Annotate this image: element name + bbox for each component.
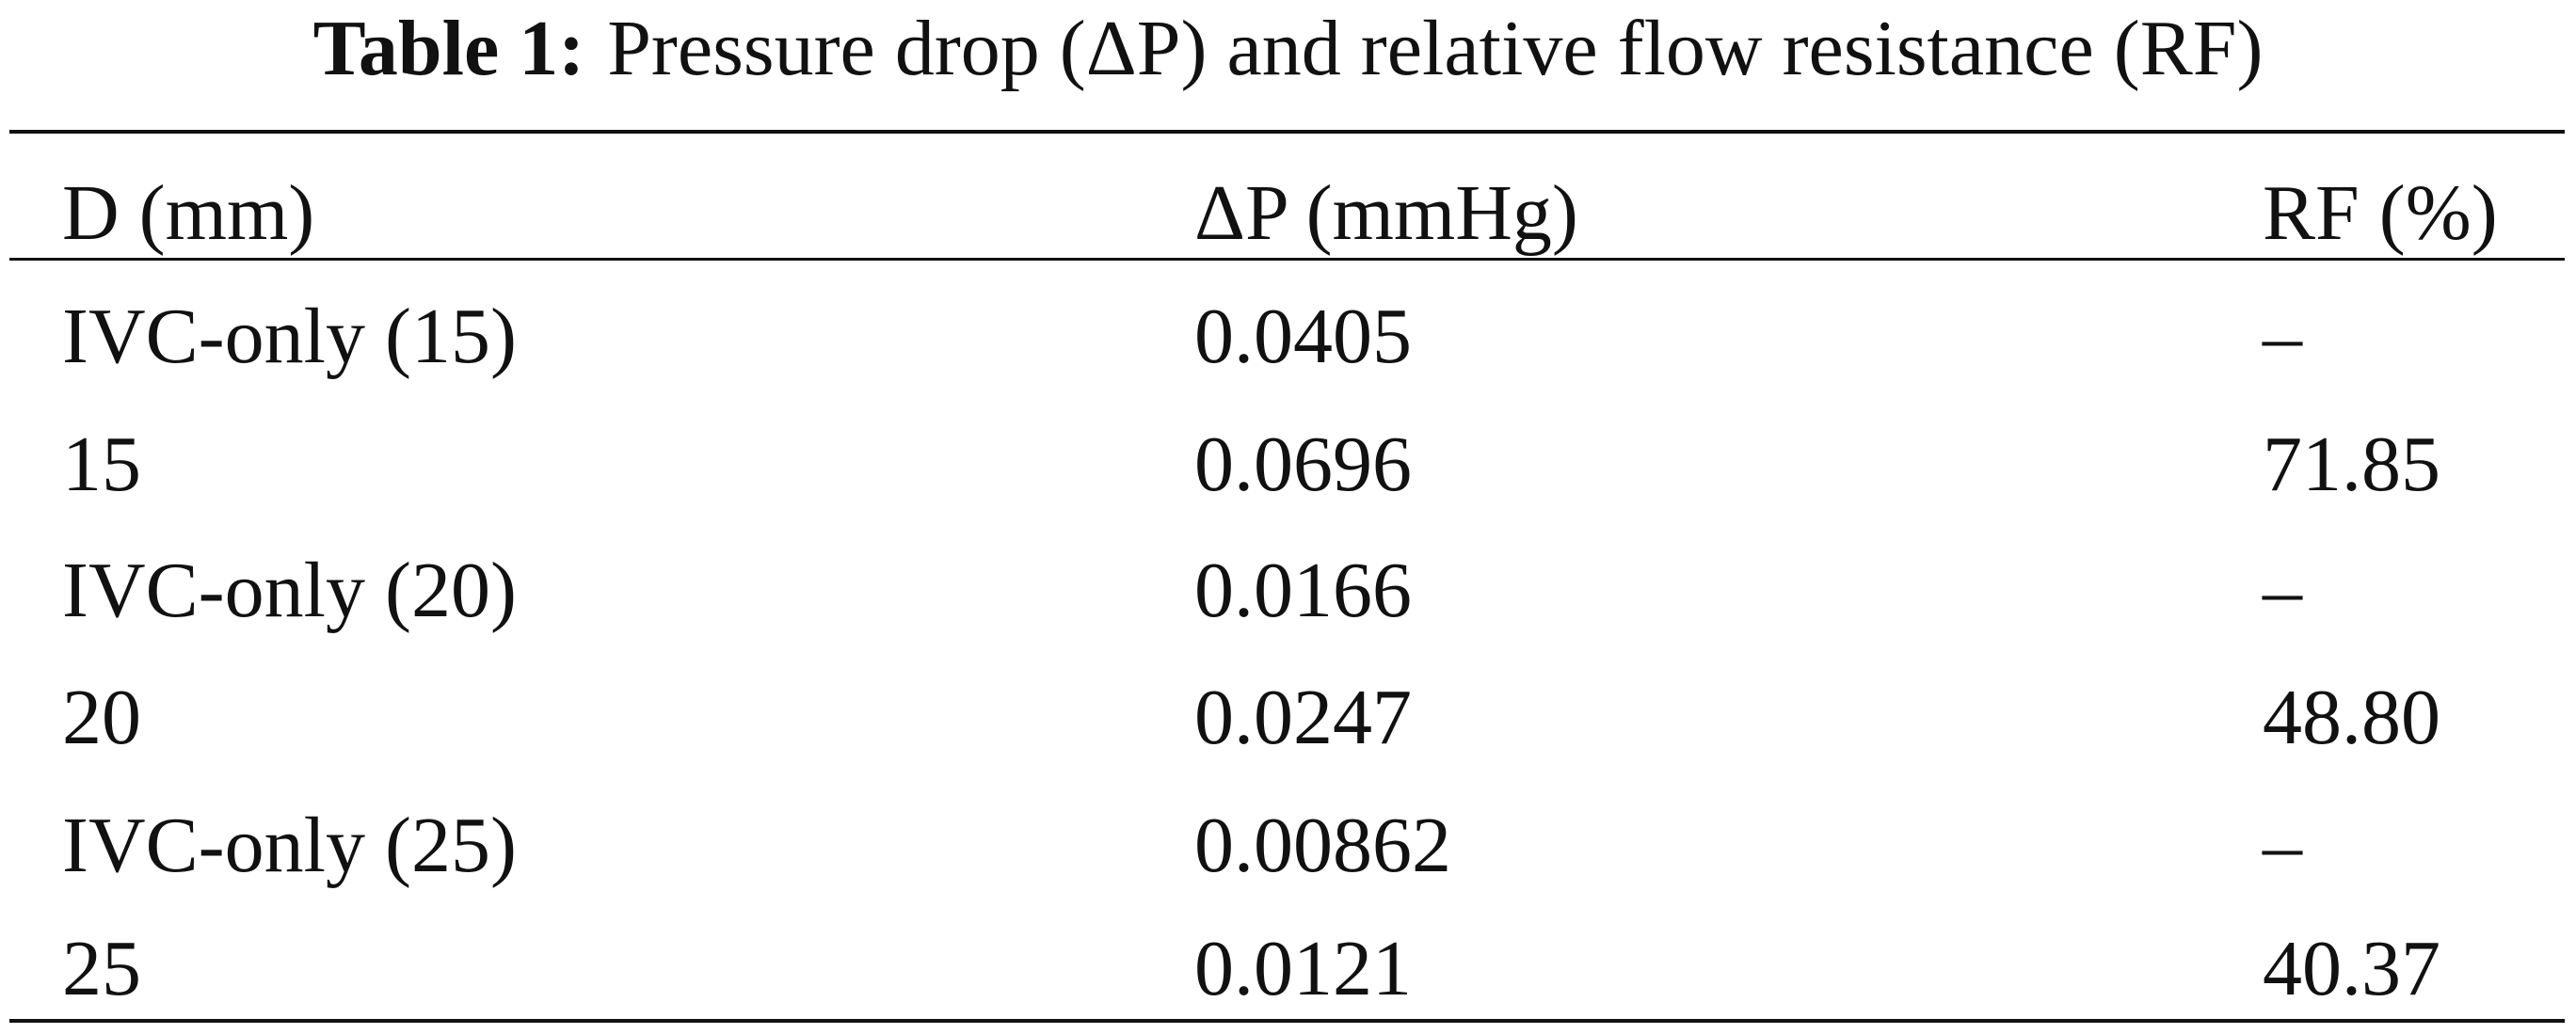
cell: IVC-only (25) [62,802,517,889]
cell: 0.0405 [1194,293,1412,380]
header-cell: ΔP (mmHg) [1194,169,1578,257]
bottom-rule [9,1019,2565,1023]
cell: 0.0121 [1194,925,1412,1012]
caption-label: Table 1: [312,5,585,92]
caption-text: Pressure drop (ΔP) and relative flow res… [607,5,2264,92]
cell: 40.37 [2263,925,2440,1012]
cell: 25 [62,925,141,1012]
header-cell: RF (%) [2263,169,2498,257]
cell: 0.00862 [1194,802,1451,889]
header-cell: D (mm) [62,169,315,257]
top-rule [9,130,2565,134]
cell: 0.0696 [1194,421,1412,508]
cell: IVC-only (20) [62,547,517,634]
cell: 15 [62,421,141,508]
header-rule [9,258,2565,261]
cell: 71.85 [2263,421,2440,508]
table-caption: Table 1: Pressure drop (ΔP) and relative … [0,9,2576,88]
cell: – [2263,802,2302,889]
cell: IVC-only (15) [62,293,517,380]
cell: 0.0166 [1194,547,1412,634]
cell: – [2263,293,2302,380]
cell: 20 [62,674,141,761]
cell: 48.80 [2263,674,2440,761]
cell: – [2263,547,2302,634]
cell: 0.0247 [1194,674,1412,761]
